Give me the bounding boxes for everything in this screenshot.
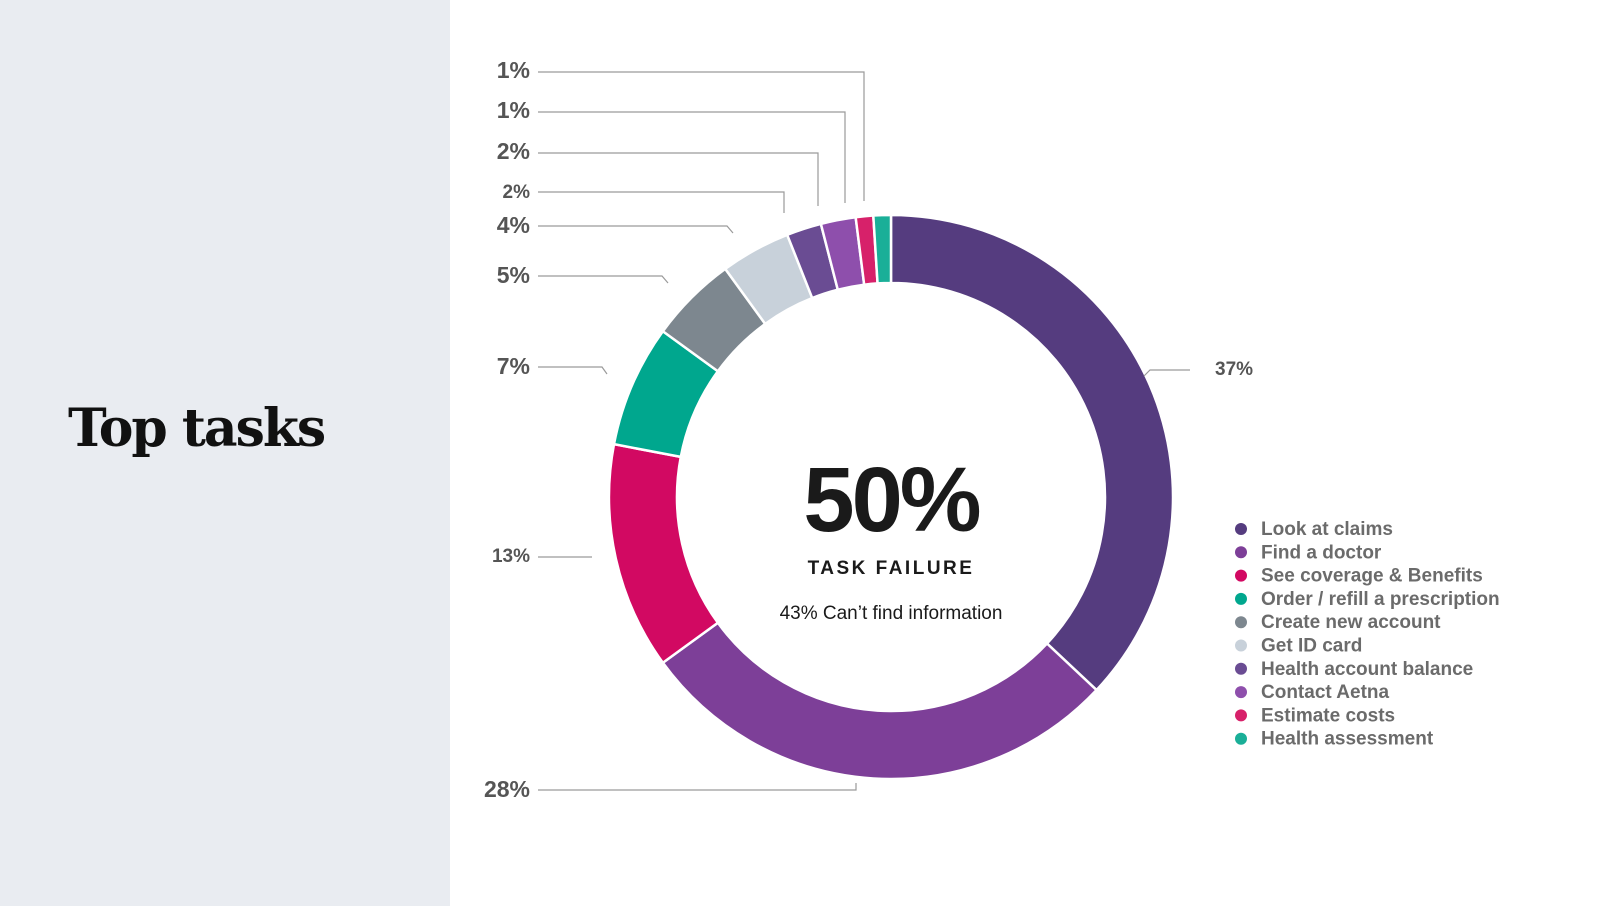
- legend-swatch: [1235, 546, 1247, 559]
- center-value: 50%: [803, 449, 979, 551]
- center-label: TASK FAILURE: [808, 558, 975, 579]
- leader-line: [1143, 369, 1190, 377]
- slice-health-assessment: [871, 213, 893, 285]
- page-title: Top tasks: [68, 398, 326, 459]
- legend-swatch: [1235, 709, 1247, 722]
- legend-swatch: [1235, 686, 1247, 699]
- data-label: 2%: [503, 182, 531, 203]
- leader-line: [538, 191, 785, 213]
- legend-item: Create new account: [1261, 612, 1441, 633]
- legend-swatch: [1235, 732, 1247, 745]
- donut-chart: 37% 28% 13% 7% 5% 4% 2% 2% 1% 1% 50% TASK FAILURE…: [484, 57, 1500, 802]
- legend-swatch: [1235, 569, 1247, 582]
- legend-swatch: [1235, 523, 1247, 535]
- slice-see-coverage-benefits: [607, 442, 720, 665]
- legend-item: See coverage & Benefits: [1261, 566, 1483, 587]
- leader-line: [538, 783, 857, 791]
- legend-item: Find a doctor: [1261, 542, 1382, 563]
- leader-line: [538, 225, 734, 234]
- legend-item: Order / refill a prescription: [1261, 589, 1500, 610]
- legend-item: Estimate costs: [1261, 705, 1395, 726]
- legend-item: Look at claims: [1261, 519, 1393, 540]
- data-label: 1%: [497, 97, 530, 123]
- data-label: 2%: [497, 138, 530, 164]
- data-label: 5%: [497, 262, 530, 288]
- donut-slices: [607, 213, 1175, 781]
- data-label: 28%: [484, 776, 530, 802]
- leader-line: [538, 366, 608, 375]
- legend-swatch: [1235, 662, 1247, 675]
- data-label: 13%: [492, 546, 530, 567]
- legend-swatch: [1235, 592, 1247, 605]
- legend-item: Contact Aetna: [1261, 682, 1390, 703]
- left-panel: [0, 0, 450, 906]
- center-note: 43% Can’t find information: [780, 603, 1003, 624]
- legend-swatch: [1235, 616, 1247, 629]
- data-label: 4%: [497, 212, 530, 238]
- leader-lines: [538, 71, 1190, 791]
- legend-swatch: [1235, 639, 1247, 652]
- slice-find-a-doctor: [661, 621, 1099, 781]
- leader-line: [538, 152, 819, 206]
- data-label: 1%: [497, 57, 530, 83]
- data-label: 7%: [497, 353, 530, 379]
- slice-look-at-claims: [889, 213, 1175, 692]
- leader-line: [538, 71, 865, 201]
- legend-item: Health assessment: [1261, 729, 1434, 750]
- percent-labels: 37% 28% 13% 7% 5% 4% 2% 2% 1% 1%: [484, 57, 1253, 802]
- leader-line: [538, 111, 846, 203]
- legend-item: Get ID card: [1261, 636, 1362, 657]
- data-label: 37%: [1215, 359, 1253, 380]
- legend-item: Health account balance: [1261, 659, 1473, 680]
- leader-line: [538, 275, 669, 284]
